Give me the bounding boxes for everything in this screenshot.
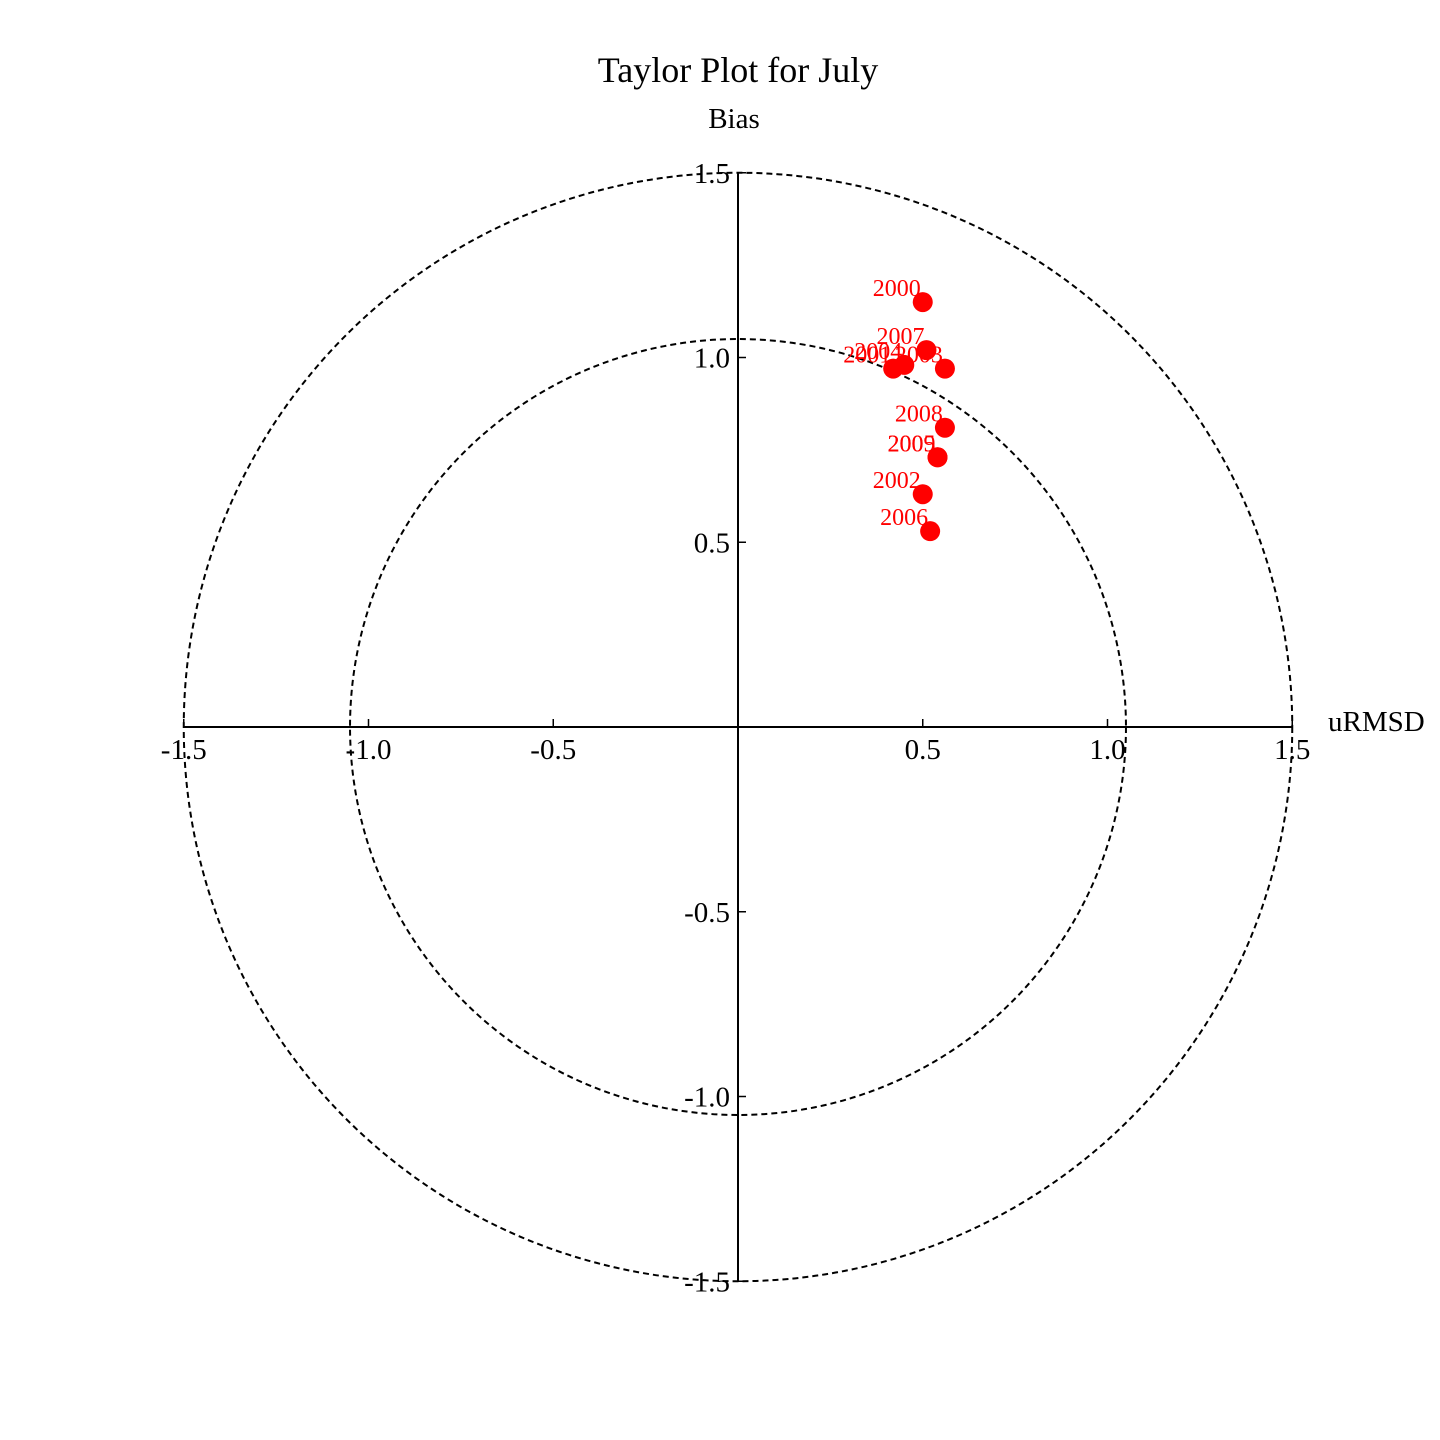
point-label-2009: 2009 — [888, 431, 936, 457]
chart-title: Taylor Plot for July — [598, 50, 878, 90]
x-tick-label: -1.5 — [161, 734, 207, 766]
y-tick-label: -0.5 — [684, 897, 730, 929]
data-point-2001 — [883, 358, 904, 379]
x-tick-label: 1.5 — [1274, 734, 1310, 766]
data-point-2007 — [916, 340, 937, 361]
data-point-2006 — [920, 521, 941, 542]
data-point-2002 — [912, 484, 933, 505]
x-tick-label: 0.5 — [905, 734, 941, 766]
y-tick-label: 0.5 — [694, 527, 730, 559]
y-tick-label: -1.5 — [684, 1266, 730, 1298]
point-label-2001: 2001 — [843, 343, 891, 369]
data-point-2009 — [927, 447, 948, 468]
y-tick-label: 1.0 — [694, 343, 730, 375]
data-point-2000 — [912, 292, 933, 313]
point-label-2008: 2008 — [895, 402, 943, 428]
y-tick-label: -1.0 — [684, 1082, 730, 1114]
point-label-2005: 2005 — [888, 431, 936, 457]
axes — [183, 172, 1293, 1282]
point-label-2007: 2007 — [876, 324, 924, 350]
data-point-2003 — [934, 358, 955, 379]
point-label-2000: 2000 — [873, 276, 921, 302]
point-label-2006: 2006 — [880, 505, 928, 531]
point-label-2003: 2003 — [895, 343, 943, 369]
y-axis-label: Bias — [708, 103, 760, 135]
ticks: -1.5 -1.0 -0.5 0.5 1.0 1.5 -1.5 -1.0 -0.5 0.5 1.0 1… — [161, 158, 1311, 1299]
data-point-2008 — [934, 417, 955, 438]
x-tick-label: -1.0 — [346, 734, 392, 766]
x-tick-label: 1.0 — [1089, 734, 1125, 766]
x-axis-label: uRMSD — [1328, 706, 1425, 738]
y-tick-label: 1.5 — [694, 158, 730, 190]
point-label-2002: 2002 — [873, 468, 921, 494]
point-label-2004: 2004 — [854, 339, 902, 365]
x-tick-label: -0.5 — [530, 734, 576, 766]
